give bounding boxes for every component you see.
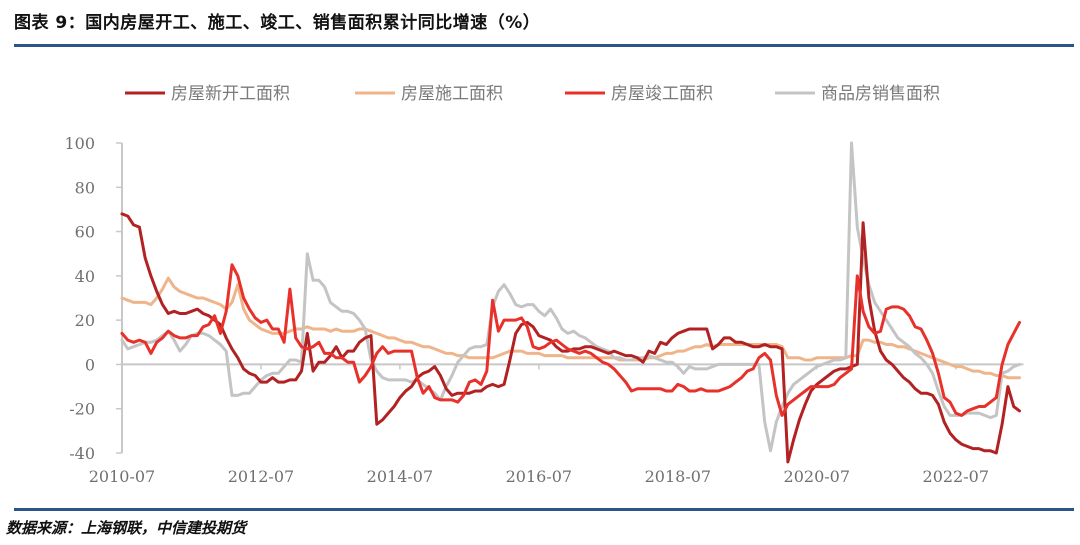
legend-label: 房屋施工面积 xyxy=(401,84,503,104)
x-tick-label: 2016-07 xyxy=(506,467,572,486)
legend-label: 房屋竣工面积 xyxy=(611,84,713,104)
y-tick-label: 100 xyxy=(64,134,95,153)
y-tick-label: 80 xyxy=(75,178,95,197)
legend-label: 房屋新开工面积 xyxy=(171,84,290,104)
chart-series xyxy=(120,141,1021,464)
series-line-1 xyxy=(120,276,1021,380)
y-tick-label: 60 xyxy=(75,223,95,242)
series-line-2 xyxy=(120,263,1021,417)
chart-legend: 房屋新开工面积 房屋施工面积 房屋竣工面积 商品房销售面积 xyxy=(125,84,940,104)
x-tick-label: 2014-07 xyxy=(367,467,433,486)
top-divider xyxy=(14,44,1074,47)
bottom-divider xyxy=(14,508,1074,511)
y-tick-label: 0 xyxy=(85,355,95,374)
x-tick-label: 2020-07 xyxy=(784,467,850,486)
series-line-0 xyxy=(120,212,1021,464)
legend-label: 商品房销售面积 xyxy=(821,84,940,104)
series-line-3 xyxy=(120,141,1021,453)
legend-item: 房屋施工面积 xyxy=(355,84,503,104)
x-tick-label: 2022-07 xyxy=(923,467,989,486)
data-source: 数据来源：上海钢联，中信建投期货 xyxy=(6,519,247,537)
legend-item: 房屋竣工面积 xyxy=(565,84,713,104)
x-axis: 2010-07 2012-07 2014-07 2016-07 2018-07 2020-… xyxy=(89,363,1024,486)
legend-item: 商品房销售面积 xyxy=(775,84,940,104)
y-tick-label: -20 xyxy=(69,400,95,419)
y-tick-label: 20 xyxy=(75,311,95,330)
x-tick-label: 2018-07 xyxy=(645,467,711,486)
y-tick-label: -40 xyxy=(69,444,95,463)
x-tick-label: 2012-07 xyxy=(228,467,294,486)
legend-item: 房屋新开工面积 xyxy=(125,84,290,104)
x-tick-label: 2010-07 xyxy=(89,467,155,486)
y-axis: 100 80 60 40 20 0 -20 -40 xyxy=(64,134,123,463)
chart-title: 图表 9：国内房屋开工、施工、竣工、销售面积累计同比增速（%） xyxy=(14,13,541,33)
y-tick-label: 40 xyxy=(75,267,95,286)
